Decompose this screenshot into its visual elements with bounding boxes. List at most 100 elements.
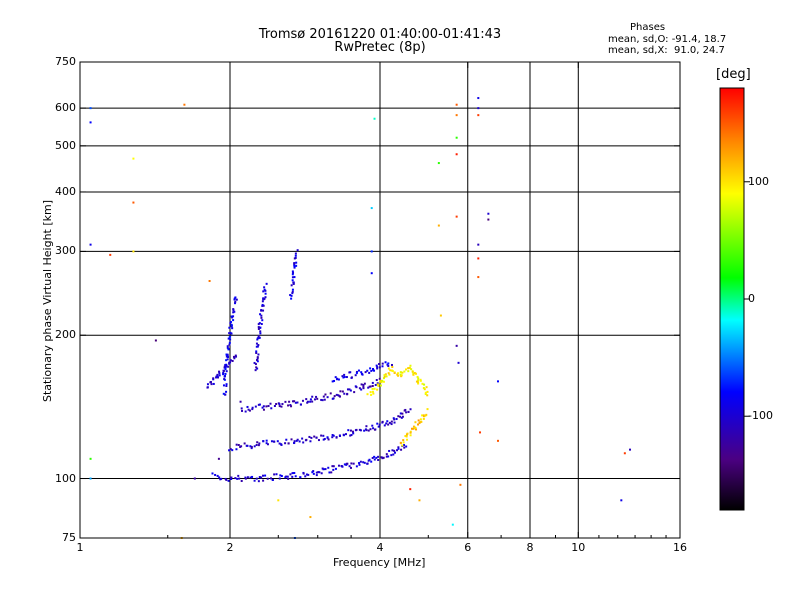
- data-point: [363, 461, 366, 464]
- data-point: [305, 398, 308, 401]
- data-point: [348, 388, 351, 391]
- data-point: [410, 368, 413, 371]
- data-point: [349, 434, 352, 437]
- data-point: [292, 271, 295, 274]
- data-point: [235, 443, 238, 446]
- data-point: [266, 443, 269, 446]
- data-point: [257, 444, 260, 447]
- data-point: [358, 462, 361, 465]
- data-point: [378, 377, 381, 380]
- data-point: [311, 471, 314, 474]
- data-point: [413, 372, 416, 375]
- data-point: [304, 475, 307, 478]
- data-point: [329, 392, 332, 395]
- data-point: [366, 393, 369, 396]
- data-point: [334, 467, 337, 470]
- data-point: [415, 380, 418, 383]
- data-point: [426, 390, 429, 393]
- data-point: [399, 412, 402, 415]
- data-point: [343, 463, 346, 466]
- data-point: [264, 296, 267, 299]
- data-point: [346, 388, 349, 391]
- data-point: [254, 369, 257, 372]
- data-point: [302, 472, 305, 475]
- data-point: [257, 327, 260, 330]
- data-point: [404, 435, 407, 438]
- data-point: [294, 475, 297, 478]
- data-point: [379, 384, 382, 387]
- data-point: [335, 436, 338, 439]
- data-point: [375, 456, 378, 459]
- data-point: [337, 464, 340, 467]
- data-point: [225, 355, 228, 358]
- data-point: [278, 403, 281, 406]
- data-point: [315, 395, 318, 398]
- data-point: [373, 458, 376, 461]
- data-point: [212, 377, 215, 380]
- data-point: [233, 310, 236, 313]
- y-tick-label: 750: [55, 55, 76, 68]
- data-point: [291, 279, 294, 282]
- data-point: [327, 466, 330, 469]
- data-point: [400, 374, 403, 377]
- data-point: [383, 374, 386, 377]
- data-point: [387, 423, 390, 426]
- data-point: [301, 437, 304, 440]
- data-point: [216, 375, 219, 378]
- data-point: [206, 383, 209, 386]
- data-point: [309, 440, 312, 443]
- data-point: [229, 361, 232, 364]
- data-point: [234, 354, 237, 357]
- data-point: [350, 462, 353, 465]
- data-point: [342, 433, 345, 436]
- data-point: [251, 408, 254, 411]
- data-point: [257, 353, 260, 356]
- data-point: [373, 428, 376, 431]
- data-point: [212, 378, 215, 381]
- data-point: [385, 375, 388, 378]
- data-point: [392, 417, 395, 420]
- data-point: [295, 264, 298, 267]
- data-point: [355, 465, 358, 468]
- data-point: [286, 475, 289, 478]
- data-point: [295, 261, 298, 264]
- data-point: [324, 468, 327, 471]
- data-point: [402, 439, 405, 442]
- data-point: [289, 294, 292, 297]
- data-point: [409, 488, 412, 491]
- data-point: [316, 397, 319, 400]
- data-point: [309, 398, 312, 401]
- data-point: [261, 319, 264, 322]
- data-point: [390, 420, 393, 423]
- data-point: [343, 375, 346, 378]
- data-point: [224, 372, 227, 375]
- data-point: [396, 449, 399, 452]
- data-point: [258, 403, 261, 406]
- data-point: [365, 425, 368, 428]
- data-point: [229, 338, 232, 341]
- data-point: [256, 345, 259, 348]
- data-point: [409, 431, 412, 434]
- data-point: [312, 472, 315, 475]
- data-point: [258, 322, 261, 325]
- data-point: [253, 479, 256, 482]
- data-point: [226, 353, 229, 356]
- data-point: [317, 439, 320, 442]
- data-point: [412, 373, 415, 376]
- data-point: [354, 374, 357, 377]
- data-point: [340, 465, 343, 468]
- data-point: [374, 383, 377, 386]
- data-point: [343, 392, 346, 395]
- data-point: [258, 442, 261, 445]
- data-point: [290, 438, 293, 441]
- data-point: [235, 448, 238, 451]
- data-point: [225, 359, 228, 362]
- chart-title: Tromsø 20161220 01:40:00-01:41:43: [258, 27, 502, 42]
- data-point: [261, 474, 264, 477]
- data-point: [372, 427, 375, 430]
- data-point: [284, 442, 287, 445]
- data-point: [261, 406, 264, 409]
- data-point: [369, 391, 372, 394]
- data-point: [281, 402, 284, 405]
- data-point: [260, 309, 263, 312]
